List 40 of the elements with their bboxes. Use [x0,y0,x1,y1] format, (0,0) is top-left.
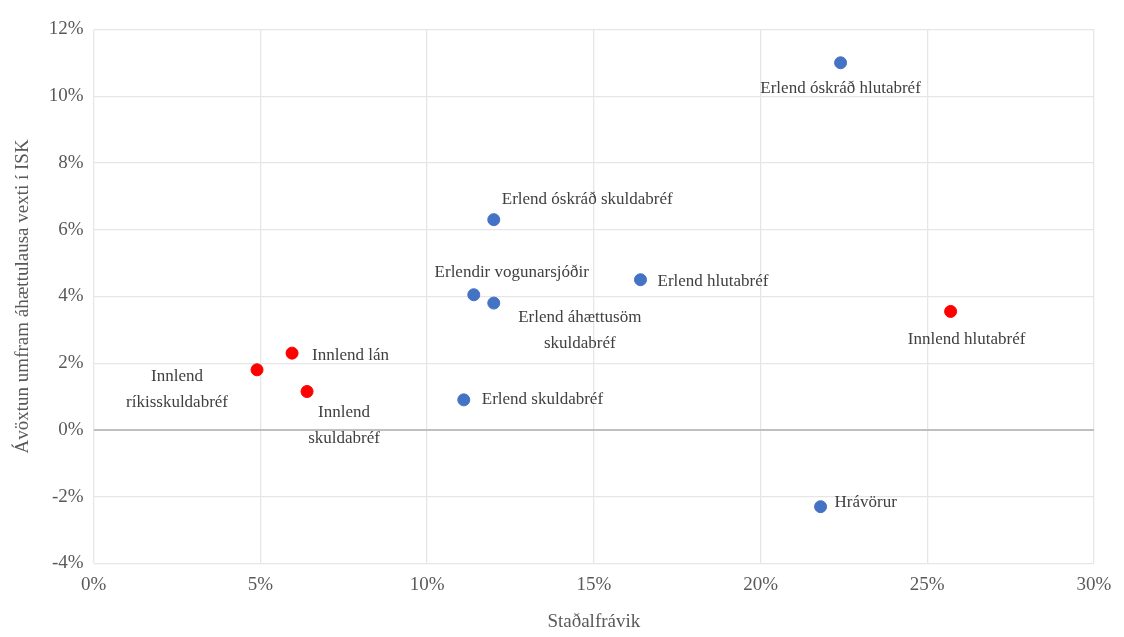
x-tick-label: 15% [576,572,612,594]
annotation: Erlend óskráð hlutabréf [760,78,922,98]
annotation: Erlend áhættusöm skuldabréf [518,306,642,352]
y-tick-label: 8% [58,150,84,172]
point [487,213,501,227]
x-tick-label: 5% [247,572,274,594]
x-axis-title: Staðalfrávik [547,609,641,631]
y-tick-label: -4% [51,551,84,573]
point [944,304,958,318]
point [634,273,647,287]
annotation: Erlend skuldabréf [481,389,604,409]
point [487,296,501,310]
point [457,393,471,407]
y-tick-label: 10% [48,84,84,106]
x-tick-label: 0% [80,572,107,594]
annotation: Innlend lán [312,344,390,364]
y-tick-label: 12% [48,17,84,39]
y-tick-label: 6% [58,217,84,239]
annotation: Erlend óskráð skuldabréf [501,189,673,209]
annotation: Innlend skuldabréf [308,401,381,447]
point [250,363,264,377]
y-axis-title: Ávöxtun umfram áhættulausa vexti í ISK [11,139,33,454]
annotation: Innlend ríkisskuldabréf [126,366,229,412]
annotation: Erlend hlutabréf [657,271,769,291]
annotation: Erlendir vogunarsjóðir [434,262,590,282]
point [285,346,299,360]
x-tick-label: 30% [1076,572,1112,594]
point [834,56,848,70]
y-tick-label: 0% [58,417,84,439]
y-tick-label: 2% [58,351,84,373]
annotation: Hrávörur [834,492,898,512]
x-tick-label: 10% [409,572,445,594]
y-tick-label: -2% [51,484,84,506]
point [300,385,314,399]
x-tick-label: 20% [743,572,779,594]
point [467,288,481,302]
y-tick-label: 4% [58,284,84,306]
annotation: Innlend hlutabréf [907,328,1026,348]
x-tick-label: 25% [909,572,945,594]
point [814,500,828,514]
